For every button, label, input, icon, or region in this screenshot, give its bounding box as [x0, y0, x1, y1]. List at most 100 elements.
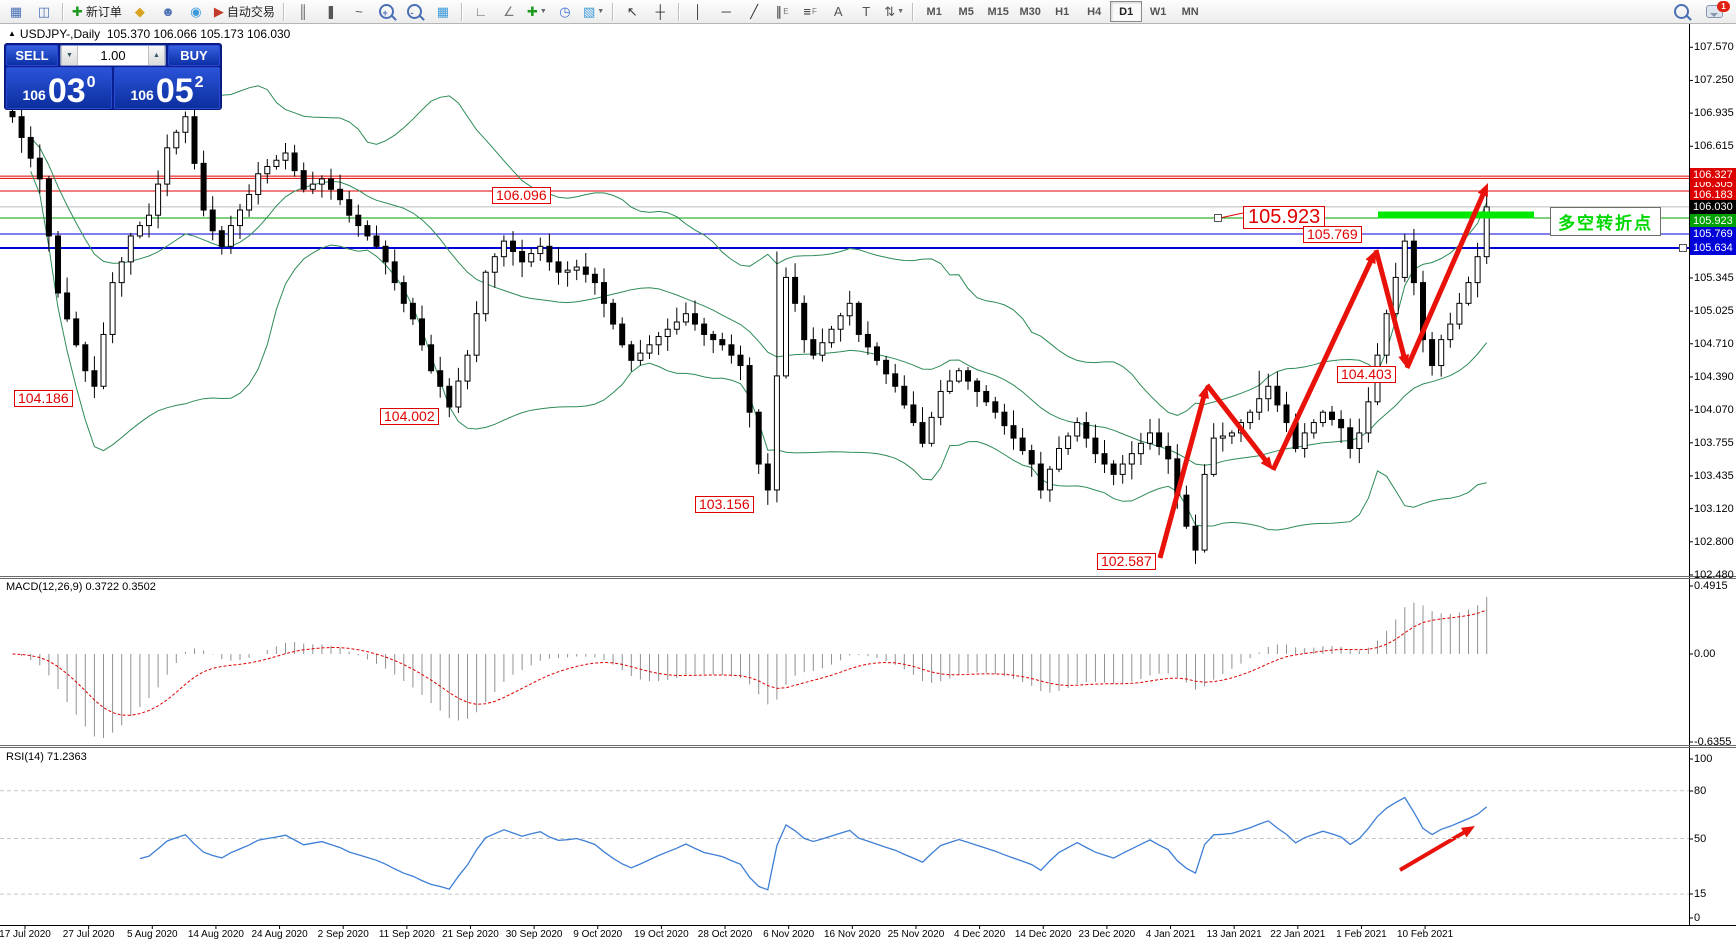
- date-tick-label: 21 Sep 2020: [442, 929, 499, 940]
- notifications-icon[interactable]: 1: [1701, 0, 1730, 23]
- object-handle[interactable]: [1214, 214, 1222, 222]
- date-tick-label: 4 Dec 2020: [954, 929, 1006, 940]
- price-tick-label: 104.070: [1694, 404, 1734, 417]
- macd-axis-label: 0.4915: [1694, 580, 1728, 592]
- search-icon[interactable]: [1668, 1, 1694, 23]
- crosshair-icon[interactable]: ┼: [655, 3, 665, 19]
- zoom-in-icon[interactable]: +: [374, 1, 400, 23]
- date-tick-label: 10 Feb 2021: [1396, 929, 1454, 940]
- rsi-label: RSI(14) 71.2363: [6, 751, 87, 763]
- vertical-line-icon[interactable]: │: [694, 3, 703, 19]
- rsi-axis-label: 0: [1694, 912, 1701, 924]
- price-tag-106.030: 106.030: [1690, 200, 1736, 214]
- date-tick-label: 30 Sep 2020: [505, 929, 563, 940]
- sell-price-display[interactable]: 106 03 0: [6, 67, 112, 109]
- sell-button[interactable]: SELL: [6, 45, 58, 66]
- price-annotation-104.403[interactable]: 104.403: [1337, 366, 1396, 383]
- fibonacci-icon[interactable]: ≡ F: [803, 3, 817, 19]
- price-tag-text: 105.923: [1693, 215, 1733, 227]
- price-annotation-106.096[interactable]: 106.096: [492, 187, 551, 204]
- turning-point-label[interactable]: 多空转折点: [1550, 207, 1661, 236]
- toolbar-separator: [912, 2, 915, 21]
- volume-up-button[interactable]: ▲: [148, 46, 165, 65]
- ohlc-values: 105.370 106.066 105.173 106.030: [106, 27, 291, 41]
- price-tick-label: 103.435: [1694, 469, 1734, 482]
- line-chart-icon[interactable]: ~: [355, 3, 363, 19]
- trendline-icon[interactable]: ╱: [750, 3, 759, 19]
- volume-down-button[interactable]: ▼: [61, 46, 78, 65]
- date-tick-label: 1 Feb 2021: [1336, 929, 1387, 940]
- rsi-axis-label: 50: [1694, 833, 1707, 845]
- arrows-icon[interactable]: ⇅ ▼: [884, 3, 905, 19]
- sell-price-pips: 03: [47, 72, 86, 110]
- buy-button[interactable]: BUY: [168, 45, 220, 66]
- text-icon[interactable]: A: [833, 3, 843, 19]
- price-tick-label: 104.390: [1694, 370, 1734, 383]
- timeframe-button-D1[interactable]: D1: [1110, 1, 1143, 22]
- profile-chart-icon[interactable]: ◫: [37, 3, 51, 19]
- charts-grid-icon[interactable]: ▦: [9, 3, 23, 19]
- timeframe-button-H1[interactable]: H1: [1055, 5, 1070, 18]
- bar-chart-icon[interactable]: ║: [298, 3, 308, 19]
- price-annotation-105.923[interactable]: 105.923: [1243, 206, 1326, 229]
- date-tick-label: 2 Sep 2020: [317, 929, 369, 940]
- date-tick-label: 14 Dec 2020: [1014, 929, 1072, 940]
- buy-price-display[interactable]: 106 05 2: [114, 67, 220, 109]
- macd-axis-label: 0.00: [1694, 648, 1716, 660]
- periods-clock-icon[interactable]: ◷: [559, 3, 571, 19]
- date-tick-label: 5 Aug 2020: [126, 929, 178, 940]
- timeframe-button-M1[interactable]: M1: [926, 5, 942, 18]
- cursor-icon[interactable]: ↖: [626, 3, 638, 19]
- text-label-icon[interactable]: T: [862, 3, 871, 19]
- symbol-collapse-icon[interactable]: ▲: [8, 29, 16, 38]
- buy-price-figure: 106: [130, 87, 154, 103]
- experts-icon[interactable]: ☻: [161, 3, 175, 19]
- timeframe-button-MN[interactable]: MN: [1181, 5, 1199, 18]
- timeframe-button-W1[interactable]: W1: [1149, 5, 1167, 18]
- date-tick-label: 17 Jul 2020: [0, 929, 51, 940]
- indicators-icon[interactable]: ∟: [474, 3, 488, 19]
- signals-icon[interactable]: ◉: [190, 3, 202, 19]
- macd-axis-label: -0.6355: [1694, 736, 1732, 748]
- price-tick-label: 104.710: [1694, 337, 1734, 350]
- price-tick-label: 102.800: [1694, 535, 1734, 548]
- volume-input[interactable]: 1.00: [100, 48, 126, 63]
- object-handle[interactable]: [1679, 244, 1687, 252]
- timeframe-button-M30[interactable]: M30: [1019, 5, 1041, 18]
- price-annotation-104.186[interactable]: 104.186: [14, 390, 73, 407]
- autotrading-icon-label: 自动交易: [226, 4, 275, 19]
- chart-title: ▲ USDJPY-,Daily 105.370 106.066 105.173 1…: [8, 27, 290, 41]
- date-tick-label: 6 Nov 2020: [763, 929, 815, 940]
- date-tick-label: 14 Aug 2020: [187, 929, 244, 940]
- price-annotation-102.587[interactable]: 102.587: [1097, 553, 1156, 570]
- date-tick-label: 24 Aug 2020: [251, 929, 308, 940]
- timeframe-button-M5[interactable]: M5: [958, 5, 974, 18]
- new-order-icon-label: 新订单: [85, 4, 122, 19]
- price-annotation-105.769[interactable]: 105.769: [1303, 226, 1362, 243]
- price-annotation-104.002[interactable]: 104.002: [380, 408, 439, 425]
- date-tick-label: 19 Oct 2020: [634, 929, 689, 940]
- date-tick-label: 11 Sep 2020: [378, 929, 435, 940]
- new-order-icon[interactable]: ✚ 新订单: [69, 1, 125, 23]
- autotrading-icon[interactable]: ▶ 自动交易: [211, 1, 278, 23]
- timeframe-button-H4[interactable]: H4: [1087, 5, 1102, 18]
- indicator-window-icon[interactable]: ∠: [503, 3, 515, 19]
- metaeditor-icon[interactable]: ◆: [134, 3, 145, 19]
- tile-windows-icon[interactable]: ▦: [436, 3, 450, 19]
- price-tick-label: 105.345: [1694, 271, 1734, 284]
- add-indicator-icon[interactable]: ✚ ▼: [527, 3, 547, 19]
- candlestick-chart-icon[interactable]: ❚: [325, 3, 337, 19]
- zoom-out-icon[interactable]: -: [402, 1, 428, 23]
- notification-badge: 1: [1717, 0, 1730, 12]
- price-annotation-103.156[interactable]: 103.156: [695, 496, 754, 513]
- price-tag-text: 106.327: [1693, 169, 1733, 181]
- macd-label: MACD(12,26,9) 0.3722 0.3502: [6, 581, 156, 593]
- timeframe-toolbar: M1 M5 M15 M30 H1 H4 D1 W1 MN: [918, 1, 1206, 22]
- timeframe-button-M15[interactable]: M15: [987, 5, 1009, 18]
- price-tick-label: 102.480: [1694, 568, 1734, 581]
- equidistant-channel-icon[interactable]: ∥ E: [775, 3, 789, 19]
- templates-icon[interactable]: ▧ ▼: [582, 3, 605, 19]
- price-tick-label: 103.755: [1694, 436, 1734, 449]
- horizontal-line-icon[interactable]: ─: [721, 3, 731, 19]
